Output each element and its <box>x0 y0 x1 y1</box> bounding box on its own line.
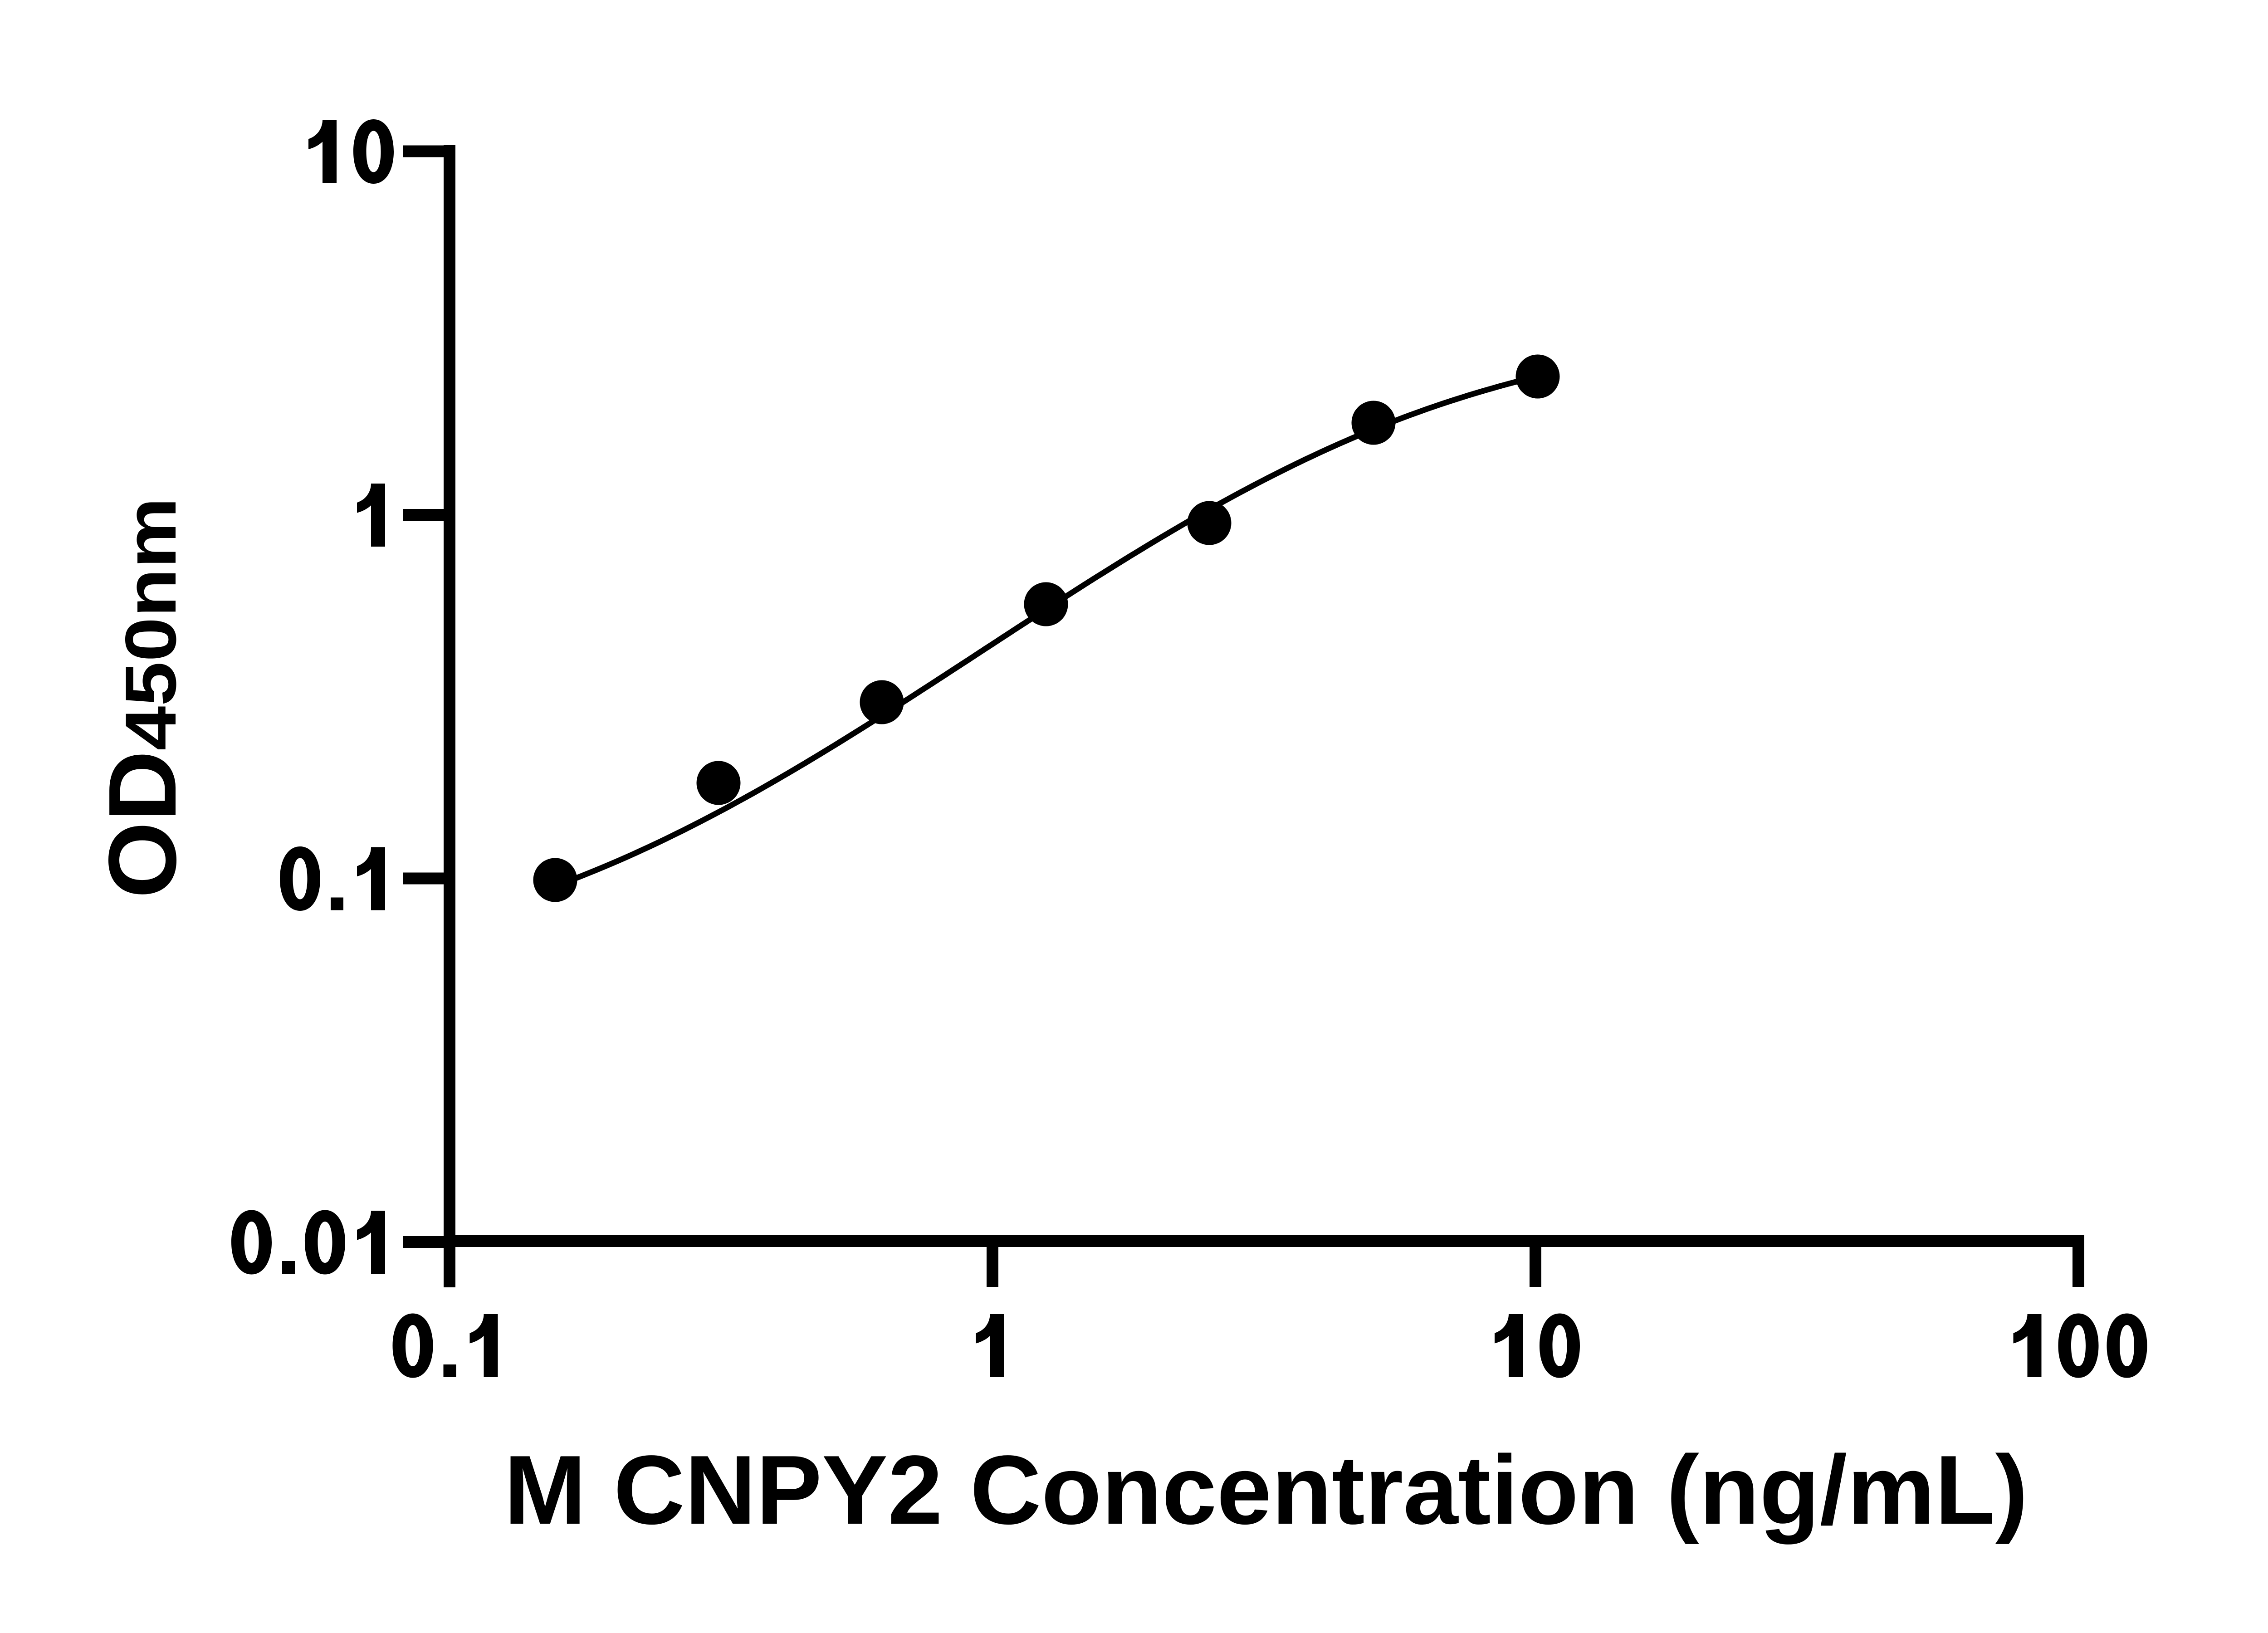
svg-text:M CNPY2 Concentration (ng/mL): M CNPY2 Concentration (ng/mL) <box>504 1435 2028 1545</box>
svg-text:OD450nm: OD450nm <box>88 498 196 899</box>
